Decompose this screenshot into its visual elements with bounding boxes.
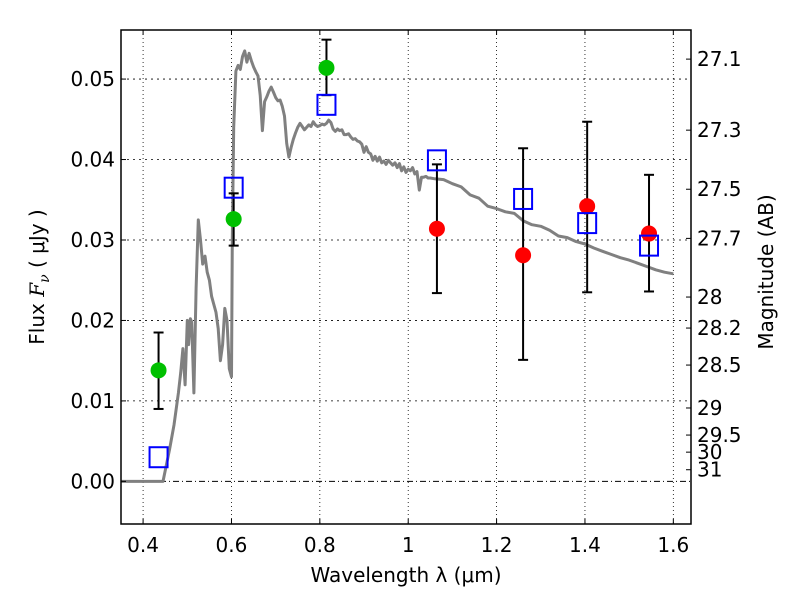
model-photometry-square xyxy=(316,93,337,116)
model-photometry-square xyxy=(577,212,598,235)
y-tick-label: 0.04 xyxy=(70,148,115,172)
ir-detections-point xyxy=(641,225,658,242)
y-axis-label-subscript: ν xyxy=(37,274,53,283)
y-axis-label-symbol: F xyxy=(25,282,49,298)
x-tick-label: 1 xyxy=(402,533,415,557)
y-axis-label-prefix: Flux xyxy=(25,297,49,345)
x-tick-label: 0.8 xyxy=(304,533,336,557)
ir-detections-point xyxy=(428,220,445,237)
hst-detections-point xyxy=(318,59,335,76)
y2-tick-label: 27.5 xyxy=(697,177,742,201)
model-photometry-square xyxy=(639,234,660,257)
y2-tick-label: 27.3 xyxy=(697,118,742,142)
y-tick-label: 0.00 xyxy=(70,469,115,493)
y-axis-label-unit: ( μJy ) xyxy=(25,209,49,274)
model-photometry-square xyxy=(426,149,447,172)
model-sed-line-group xyxy=(121,49,674,483)
squares-group xyxy=(148,93,660,469)
plot-frame xyxy=(120,29,692,525)
hst-detections-point xyxy=(150,362,167,379)
model-photometry-square xyxy=(148,446,169,469)
model-sed-line xyxy=(121,49,674,483)
ir-detections-point xyxy=(579,198,596,215)
y-tick-label: 0.02 xyxy=(70,308,115,332)
x-tick-label: 0.6 xyxy=(216,533,248,557)
points-group xyxy=(150,59,658,379)
x-tick-label: 1.2 xyxy=(481,533,513,557)
grid-lines xyxy=(121,30,691,524)
model-photometry-square xyxy=(223,176,244,199)
y2-tick-label: 29 xyxy=(697,396,722,420)
y2-tick-label: 28 xyxy=(697,285,722,309)
tick-marks xyxy=(121,30,691,524)
y-tick-label: 0.03 xyxy=(70,228,115,252)
ir-detections-point xyxy=(515,247,532,264)
y2-tick-label: 27.7 xyxy=(697,226,742,250)
y2-tick-label: 31 xyxy=(697,458,722,482)
y2-axis-label: Magnitude (AB) xyxy=(754,194,778,349)
x-axis-label: Wavelength λ (μm) xyxy=(310,563,501,587)
x-tick-label: 1.6 xyxy=(657,533,689,557)
hst-detections-point xyxy=(225,211,242,228)
x-tick-label: 1.4 xyxy=(569,533,601,557)
y2-tick-label: 30 xyxy=(697,440,722,464)
y2-tick-label: 27.1 xyxy=(697,47,742,71)
y2-tick-label: 29.5 xyxy=(697,423,742,447)
x-tick-labels: 0.4 0.6 0.8 1 1.2 1.4 1.6 xyxy=(127,533,689,557)
model-photometry-square xyxy=(513,187,534,210)
y-tick-label: 0.05 xyxy=(70,67,115,91)
x-tick-label: 0.4 xyxy=(127,533,159,557)
y-tick-labels: 0.00 0.01 0.02 0.03 0.04 0.05 xyxy=(70,67,115,493)
y-axis-label: Flux Fν ( μJy ) xyxy=(25,209,53,344)
y2-tick-label: 28.5 xyxy=(697,353,742,377)
y2-tick-label: 28.2 xyxy=(697,316,742,340)
y-tick-label: 0.01 xyxy=(70,389,115,413)
